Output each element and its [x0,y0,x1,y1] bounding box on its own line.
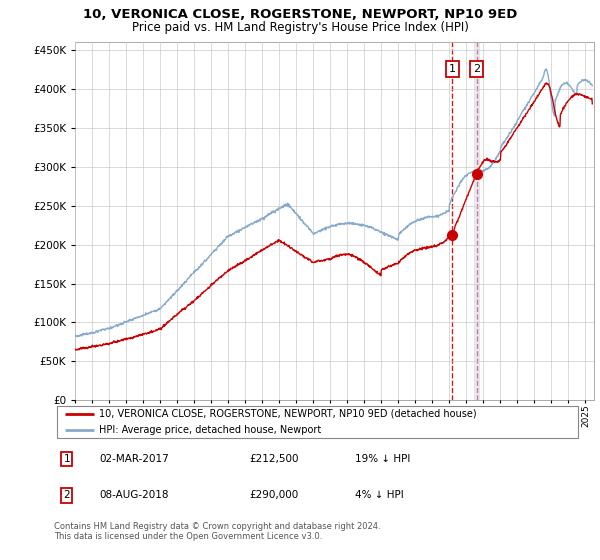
Text: 1: 1 [64,454,70,464]
Text: 2: 2 [473,64,480,74]
Text: 4% ↓ HPI: 4% ↓ HPI [355,491,404,500]
Text: £212,500: £212,500 [250,454,299,464]
Text: 1: 1 [449,64,456,74]
Text: 2: 2 [64,491,70,500]
FancyBboxPatch shape [56,406,578,438]
Text: HPI: Average price, detached house, Newport: HPI: Average price, detached house, Newp… [99,425,321,435]
Text: £290,000: £290,000 [250,491,299,500]
Bar [474,42,479,400]
Text: 19% ↓ HPI: 19% ↓ HPI [355,454,410,464]
Text: Contains HM Land Registry data © Crown copyright and database right 2024.
This d: Contains HM Land Registry data © Crown c… [54,522,380,542]
Text: 08-AUG-2018: 08-AUG-2018 [99,491,169,500]
Text: 10, VERONICA CLOSE, ROGERSTONE, NEWPORT, NP10 9ED: 10, VERONICA CLOSE, ROGERSTONE, NEWPORT,… [83,8,517,21]
Text: 02-MAR-2017: 02-MAR-2017 [99,454,169,464]
Text: 10, VERONICA CLOSE, ROGERSTONE, NEWPORT, NP10 9ED (detached house): 10, VERONICA CLOSE, ROGERSTONE, NEWPORT,… [99,409,476,418]
Text: Price paid vs. HM Land Registry's House Price Index (HPI): Price paid vs. HM Land Registry's House … [131,21,469,34]
